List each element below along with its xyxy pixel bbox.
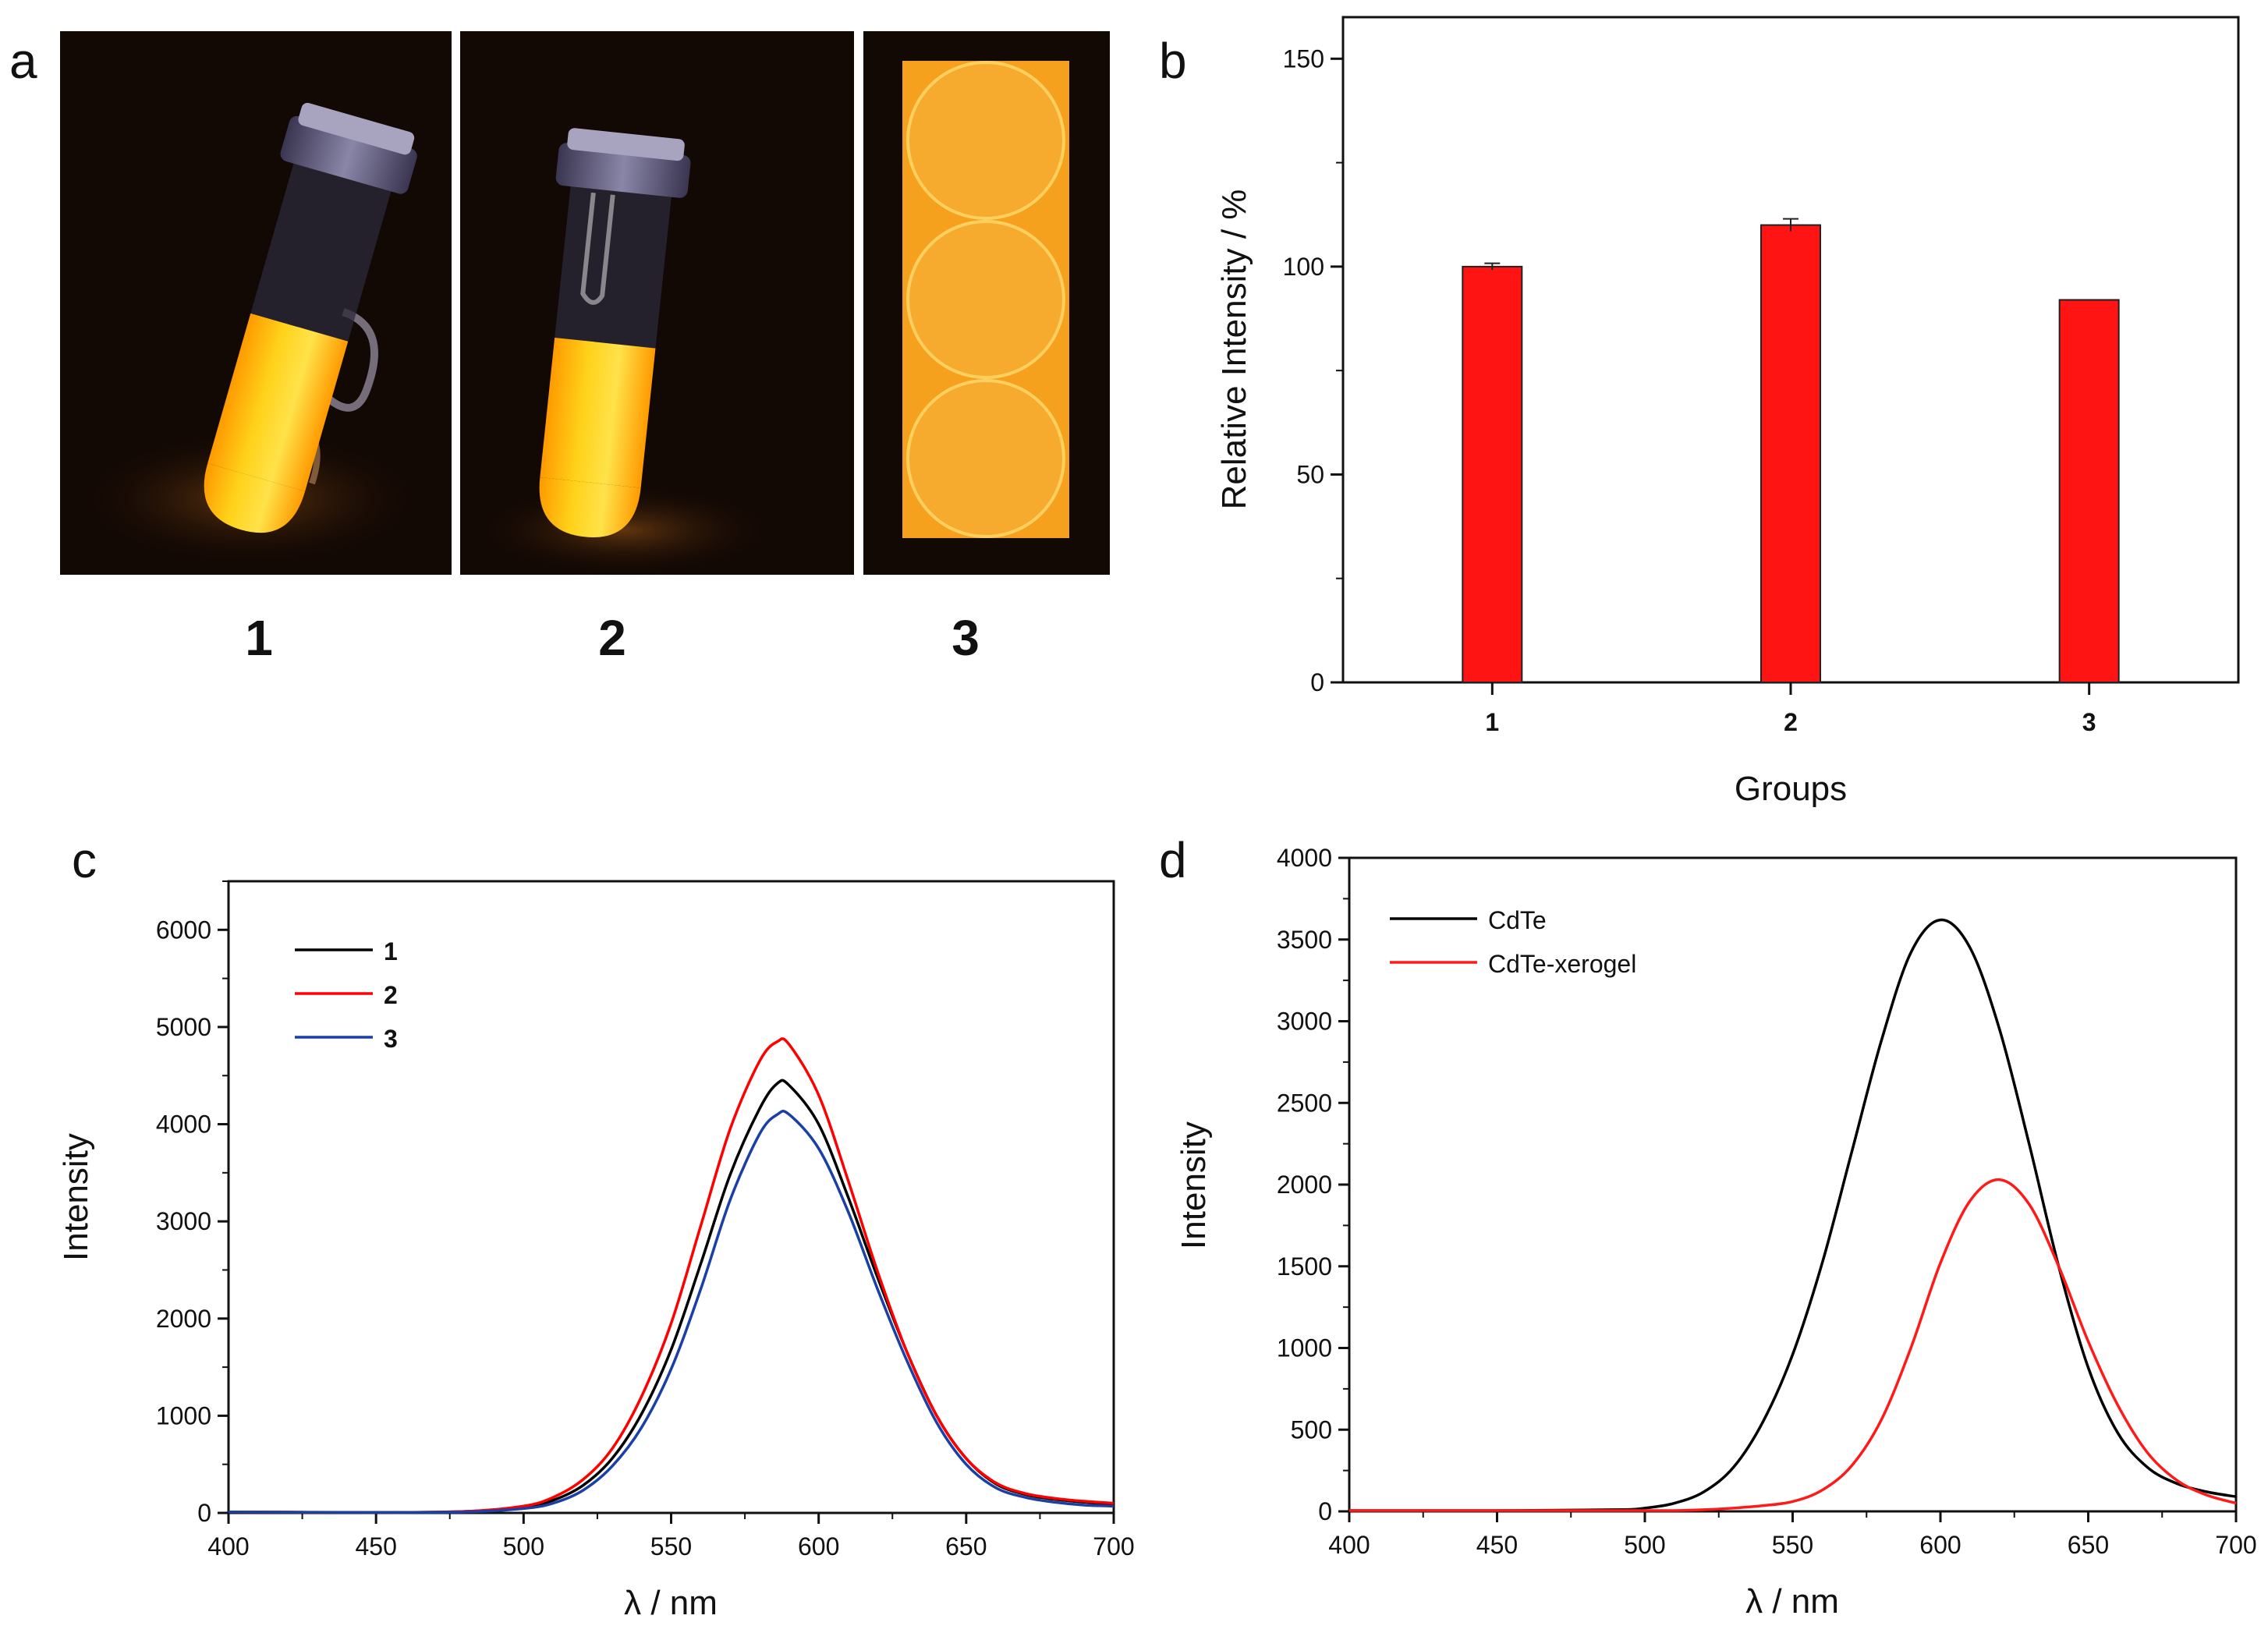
c-axes: 400 450 500 550 600 650 700 0 1000 2000 3000 4000 50… bbox=[156, 880, 1135, 1560]
bar-chart: 0 50 100 150 1 2 3 Groups Relative Intensity … bbox=[1215, 16, 2240, 808]
c-legend: 1 2 3 bbox=[295, 937, 398, 1053]
d-legend: CdTe CdTe-xerogel bbox=[1390, 906, 1636, 978]
bar-y-tick-label: 100 bbox=[1283, 253, 1324, 281]
photo-plate-3 bbox=[863, 31, 1110, 575]
c-y-tick-label: 3000 bbox=[156, 1207, 211, 1235]
photo-panel: 1 2 3 bbox=[60, 31, 1110, 666]
c-x-tick-label: 550 bbox=[650, 1532, 692, 1560]
d-plot-frame bbox=[1348, 856, 2238, 1513]
d-y-tick-label: 0 bbox=[1318, 1497, 1332, 1525]
bar-y-tick-label: 150 bbox=[1283, 44, 1324, 73]
d-x-tick-label: 550 bbox=[1772, 1531, 1813, 1559]
spectra-chart-d: 400 450 500 550 600 650 700 0 500 1000 1500 2000 250… bbox=[1175, 844, 2257, 1621]
bar-y-tick-label: 50 bbox=[1296, 460, 1324, 488]
photo-label-2: 2 bbox=[598, 610, 626, 666]
c-y-tick-label: 1000 bbox=[156, 1401, 211, 1429]
c-x-tick-label: 650 bbox=[945, 1532, 987, 1560]
d-y-tick-label: 2500 bbox=[1277, 1089, 1332, 1117]
d-legend-label: CdTe bbox=[1488, 906, 1547, 934]
c-y-tick-label: 0 bbox=[197, 1499, 211, 1527]
bar-x-tick-label: 1 bbox=[1485, 708, 1499, 736]
spectra-chart-c: 400 450 500 550 600 650 700 0 1000 2000 3000 4000 50… bbox=[57, 880, 1135, 1622]
panel-label-d: d bbox=[1159, 832, 1187, 888]
bar-2 bbox=[1760, 224, 1821, 683]
photo-label-3: 3 bbox=[951, 610, 980, 666]
c-series-line-1 bbox=[228, 1079, 1115, 1514]
c-x-tick-label: 400 bbox=[207, 1532, 249, 1560]
d-legend-label: CdTe-xerogel bbox=[1488, 950, 1636, 978]
c-y-axis-label: Intensity bbox=[57, 1133, 95, 1261]
c-y-tick-label: 5000 bbox=[156, 1013, 211, 1041]
bar-x-tick-label: 2 bbox=[1784, 708, 1798, 736]
d-y-tick-label: 4000 bbox=[1277, 844, 1332, 872]
d-y-tick-label: 3500 bbox=[1277, 926, 1332, 954]
bar-y-axis-label: Relative Intensity / % bbox=[1215, 190, 1253, 510]
c-y-tick-label: 4000 bbox=[156, 1111, 211, 1139]
c-x-tick-label: 500 bbox=[503, 1532, 544, 1560]
d-y-tick-label: 1500 bbox=[1277, 1252, 1332, 1281]
c-y-tick-label: 2000 bbox=[156, 1305, 211, 1333]
panel-label-c: c bbox=[72, 832, 97, 888]
bar-y-tick-label: 0 bbox=[1310, 668, 1324, 696]
c-legend-label: 2 bbox=[384, 981, 398, 1009]
bar-1 bbox=[1462, 265, 1523, 683]
bar-3 bbox=[2058, 299, 2120, 683]
photo-tube-2 bbox=[460, 31, 854, 577]
c-legend-label: 1 bbox=[384, 937, 398, 965]
d-x-tick-label: 450 bbox=[1476, 1531, 1518, 1559]
d-y-tick-label: 500 bbox=[1291, 1415, 1332, 1444]
bar-y-ticks: 0 50 100 150 bbox=[1283, 44, 1343, 696]
c-series-line-3 bbox=[228, 1110, 1115, 1514]
c-y-tick-label: 6000 bbox=[156, 916, 211, 944]
c-plot-frame bbox=[227, 880, 1115, 1514]
c-x-axis-label: λ / nm bbox=[624, 1584, 718, 1622]
d-y-tick-label: 2000 bbox=[1277, 1171, 1332, 1199]
c-x-tick-label: 450 bbox=[355, 1532, 396, 1560]
d-y-axis-label: Intensity bbox=[1175, 1121, 1213, 1249]
d-x-tick-label: 650 bbox=[2068, 1531, 2109, 1559]
c-series bbox=[228, 1037, 1115, 1514]
d-x-tick-label: 400 bbox=[1328, 1531, 1370, 1559]
d-y-tick-label: 3000 bbox=[1277, 1008, 1332, 1036]
d-x-tick-label: 700 bbox=[2215, 1531, 2256, 1559]
bar-series bbox=[1462, 218, 2120, 683]
photo-label-1: 1 bbox=[245, 610, 273, 666]
c-x-tick-label: 600 bbox=[798, 1532, 839, 1560]
photo-tube-1 bbox=[60, 31, 452, 575]
panel-label-b: b bbox=[1159, 33, 1187, 89]
d-series-line-CdTe-xerogel bbox=[1348, 1178, 2237, 1512]
d-series bbox=[1348, 918, 2237, 1512]
c-series-line-2 bbox=[228, 1037, 1115, 1514]
c-legend-label: 3 bbox=[384, 1025, 398, 1053]
c-x-tick-label: 700 bbox=[1093, 1532, 1134, 1560]
bar-x-tick-label: 3 bbox=[2082, 708, 2096, 736]
d-x-tick-label: 600 bbox=[1919, 1531, 1961, 1559]
d-series-line-CdTe bbox=[1348, 918, 2237, 1512]
bar-x-axis-label: Groups bbox=[1735, 770, 1847, 808]
panel-label-a: a bbox=[9, 33, 37, 89]
d-axes: 400 450 500 550 600 650 700 0 500 1000 1500 2000 250… bbox=[1277, 844, 2257, 1559]
bar-x-ticks: 1 2 3 bbox=[1485, 682, 2096, 736]
d-y-tick-label: 1000 bbox=[1277, 1334, 1332, 1362]
d-x-tick-label: 500 bbox=[1624, 1531, 1665, 1559]
d-x-axis-label: λ / nm bbox=[1745, 1582, 1839, 1621]
